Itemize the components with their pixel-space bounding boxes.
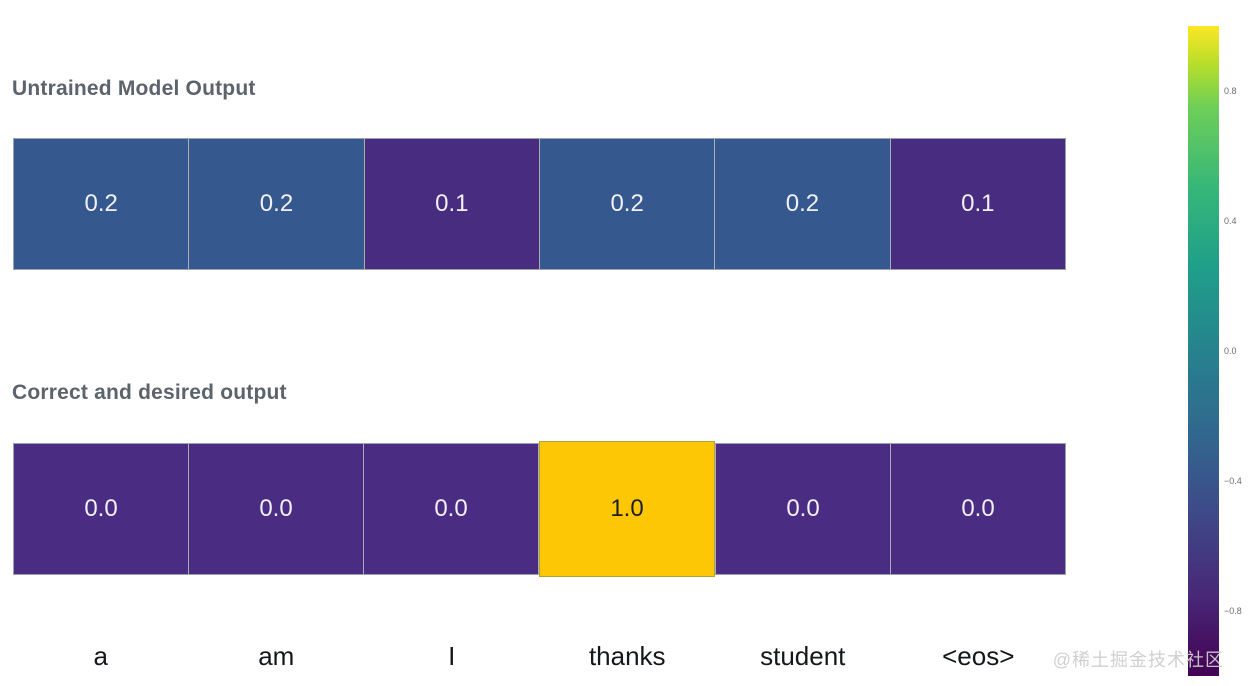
token-label-a: a [93, 641, 108, 671]
colorbar-tick: −0.4 [1224, 476, 1242, 486]
token-label-i: I [448, 641, 456, 671]
colorbar-tick: 0.0 [1224, 346, 1237, 356]
token-label-thanks: thanks [588, 641, 666, 671]
heatmap-cell: 0.0 [14, 444, 188, 574]
colorbar-tick: 0.8 [1224, 86, 1237, 96]
token-label-student: student [760, 641, 846, 671]
correct-output-title: Correct and desired output [12, 381, 287, 404]
heatmap-cell: 0.1 [364, 139, 539, 269]
correct-heatmap-row: 0.0 0.0 0.0 1.0 0.0 0.0 [13, 441, 1066, 577]
heatmap-cell: 0.2 [14, 139, 189, 269]
token-labels-row: a am I thanks student <eos> [13, 641, 1066, 672]
token-label-eos: <eos> [942, 641, 1015, 671]
heatmap-cell-peak: 1.0 [539, 441, 715, 577]
untrained-heatmap-row: 0.2 0.2 0.1 0.2 0.2 0.1 [13, 138, 1066, 270]
watermark-text: @稀土掘金技术社区 [1052, 650, 1224, 670]
colorbar-tick: −0.8 [1224, 606, 1242, 616]
heatmap-cell: 0.2 [539, 139, 715, 269]
heatmap-cell: 0.2 [715, 139, 890, 269]
colorbar-tick-labels: 0.8 0.4 0.0 −0.4 −0.8 [1224, 26, 1258, 676]
heatmap-cell: 0.0 [891, 444, 1065, 574]
heatmap-cell: 0.1 [890, 139, 1065, 269]
viridis-colorbar [1188, 26, 1219, 676]
token-label-am: am [258, 641, 295, 671]
untrained-output-title: Untrained Model Output [12, 77, 256, 100]
heatmap-cell: 0.0 [716, 444, 890, 574]
heatmap-cell: 0.0 [189, 444, 363, 574]
heatmap-cell: 0.0 [364, 444, 538, 574]
colorbar-tick: 0.4 [1224, 216, 1237, 226]
heatmap-cell: 0.2 [189, 139, 364, 269]
